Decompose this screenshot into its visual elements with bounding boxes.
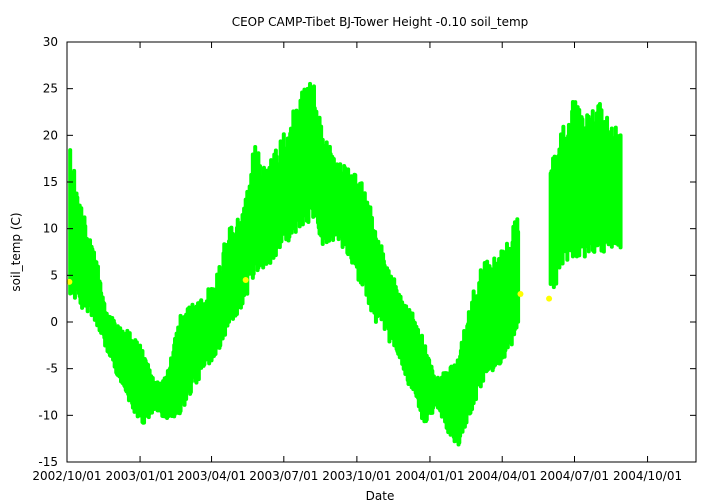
highlight-point — [546, 295, 553, 302]
y-tick-label: 20 — [43, 128, 58, 142]
y-axis-title: soil_temp (C) — [9, 212, 23, 291]
highlight-point — [242, 277, 249, 283]
y-tick-label: -10 — [38, 408, 58, 422]
x-tick-label: 2003/01/01 — [105, 469, 174, 483]
plot-frame — [66, 41, 697, 463]
y-tick-label: 15 — [43, 175, 58, 189]
ticks-layer: -15 -10 -5 0 5 10 15 20 25 30 2002/10/01 2003/01/01… — [32, 35, 696, 483]
x-tick-label: 2003/04/01 — [177, 469, 246, 483]
x-tick-label: 2004/01/01 — [395, 469, 464, 483]
x-axis-title: Date — [366, 489, 395, 503]
y-tick-label: -15 — [38, 455, 58, 469]
x-tick-label: 2003/07/01 — [249, 469, 318, 483]
y-tick-label: 5 — [50, 268, 58, 282]
chart-title: CEOP CAMP-Tibet BJ-Tower Height -0.10 so… — [232, 15, 529, 29]
x-tick-label: 2004/07/01 — [540, 469, 609, 483]
y-tick-label: 0 — [50, 315, 58, 329]
x-tick-label: 2004/04/01 — [468, 469, 537, 483]
x-tick-label: 2002/10/01 — [32, 469, 101, 483]
y-tick-label: 25 — [43, 82, 58, 96]
x-tick-label: 2004/10/01 — [613, 469, 682, 483]
y-tick-label: 30 — [43, 35, 58, 49]
y-tick-label: 10 — [43, 222, 58, 236]
highlight-point — [66, 278, 73, 285]
y-tick-label: -5 — [46, 362, 58, 376]
x-tick-label: 2003/10/01 — [322, 469, 391, 483]
data-layer — [66, 81, 623, 447]
highlight-point — [517, 291, 524, 297]
